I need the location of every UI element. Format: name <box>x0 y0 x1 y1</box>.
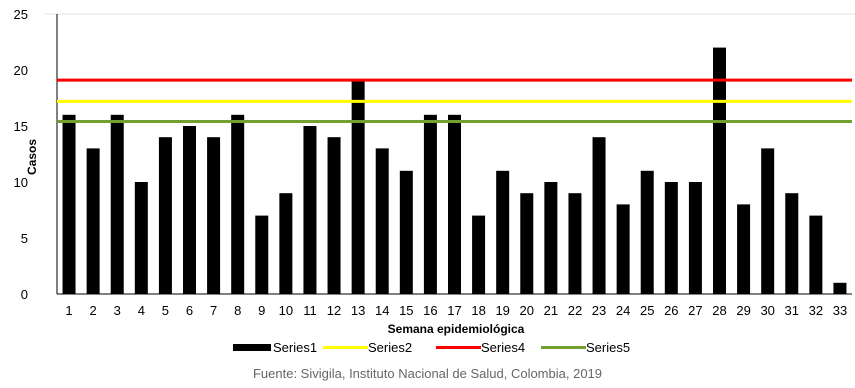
bar <box>592 137 606 294</box>
x-tick-label: 8 <box>234 303 241 318</box>
bar <box>207 137 221 294</box>
x-tick-label: 7 <box>210 303 217 318</box>
x-tick-label: 11 <box>303 303 317 318</box>
y-tick-label: 5 <box>21 231 28 246</box>
x-tick-label: 29 <box>736 303 750 318</box>
bar <box>134 182 148 294</box>
bars <box>62 47 847 294</box>
bar <box>616 204 630 294</box>
x-tick-label: 18 <box>471 303 485 318</box>
y-tick-label: 25 <box>14 7 28 22</box>
bar <box>472 215 486 294</box>
y-tick-label: 15 <box>14 119 28 134</box>
x-tick-label: 12 <box>327 303 341 318</box>
x-tick-label: 14 <box>375 303 389 318</box>
y-axis-ticks: 0 5 10 15 20 25 <box>14 7 28 302</box>
bar <box>375 148 389 294</box>
bar <box>809 215 823 294</box>
bar <box>423 114 437 294</box>
x-tick-label: 27 <box>688 303 702 318</box>
x-tick-label: 21 <box>544 303 558 318</box>
x-tick-label: 30 <box>760 303 774 318</box>
source-note: Fuente: Sivigila, Instituto Nacional de … <box>252 366 603 381</box>
x-axis-ticks: 1 2 3 4 5 6 7 8 9 10 11 12 13 14 15 16 17 18 19 20 21 22 23 24 2… <box>65 303 847 318</box>
bar <box>688 182 702 294</box>
x-tick-label: 2 <box>90 303 97 318</box>
bar <box>110 114 124 294</box>
bar <box>231 114 245 294</box>
bar <box>568 193 582 294</box>
bar <box>664 182 678 294</box>
bar <box>303 126 317 294</box>
bar <box>448 114 461 294</box>
bar <box>158 137 172 294</box>
x-tick-label: 31 <box>785 303 799 318</box>
x-axis-title: Semana epidemiológica <box>388 322 525 336</box>
y-axis-title: Casos <box>25 139 39 175</box>
reference-lines <box>57 78 852 124</box>
x-tick-label: 19 <box>495 303 509 318</box>
legend-label: Series1 <box>273 340 317 355</box>
x-tick-label: 5 <box>162 303 169 318</box>
x-tick-label: 1 <box>65 303 72 318</box>
y-tick-label: 10 <box>14 175 28 190</box>
bar <box>279 193 293 294</box>
x-tick-label: 10 <box>279 303 293 318</box>
x-tick-label: 20 <box>520 303 534 318</box>
x-tick-label: 3 <box>114 303 121 318</box>
legend: Series1 Series2 Series4 Series5 <box>233 340 630 355</box>
x-tick-label: 22 <box>568 303 582 318</box>
bar <box>761 148 775 294</box>
x-tick-label: 26 <box>664 303 678 318</box>
x-tick-label: 4 <box>138 303 145 318</box>
x-tick-label: 23 <box>592 303 606 318</box>
x-tick-label: 24 <box>616 303 630 318</box>
bar <box>544 182 558 294</box>
x-tick-label: 28 <box>712 303 726 318</box>
legend-label: Series4 <box>481 340 525 355</box>
bar <box>327 137 341 294</box>
bar <box>833 282 847 294</box>
x-tick-label: 33 <box>833 303 847 318</box>
x-tick-label: 9 <box>258 303 265 318</box>
legend-swatch <box>233 344 271 351</box>
bar <box>351 81 365 294</box>
x-tick-label: 25 <box>640 303 654 318</box>
x-tick-label: 32 <box>809 303 823 318</box>
legend-label: Series2 <box>368 340 412 355</box>
y-tick-label: 0 <box>21 287 28 302</box>
bar <box>496 170 510 294</box>
x-tick-label: 17 <box>447 303 461 318</box>
bar <box>62 114 76 294</box>
bar <box>520 193 534 294</box>
x-tick-label: 16 <box>423 303 437 318</box>
bar <box>86 148 100 294</box>
bar <box>640 170 654 294</box>
x-tick-label: 15 <box>399 303 413 318</box>
x-tick-label: 6 <box>186 303 193 318</box>
bar <box>183 126 196 294</box>
y-tick-label: 20 <box>14 63 28 78</box>
bar <box>399 170 413 294</box>
bar <box>255 215 269 294</box>
legend-label: Series5 <box>586 340 630 355</box>
bar <box>785 193 799 294</box>
bar <box>737 204 751 294</box>
bar <box>713 47 726 294</box>
x-tick-label: 13 <box>351 303 365 318</box>
